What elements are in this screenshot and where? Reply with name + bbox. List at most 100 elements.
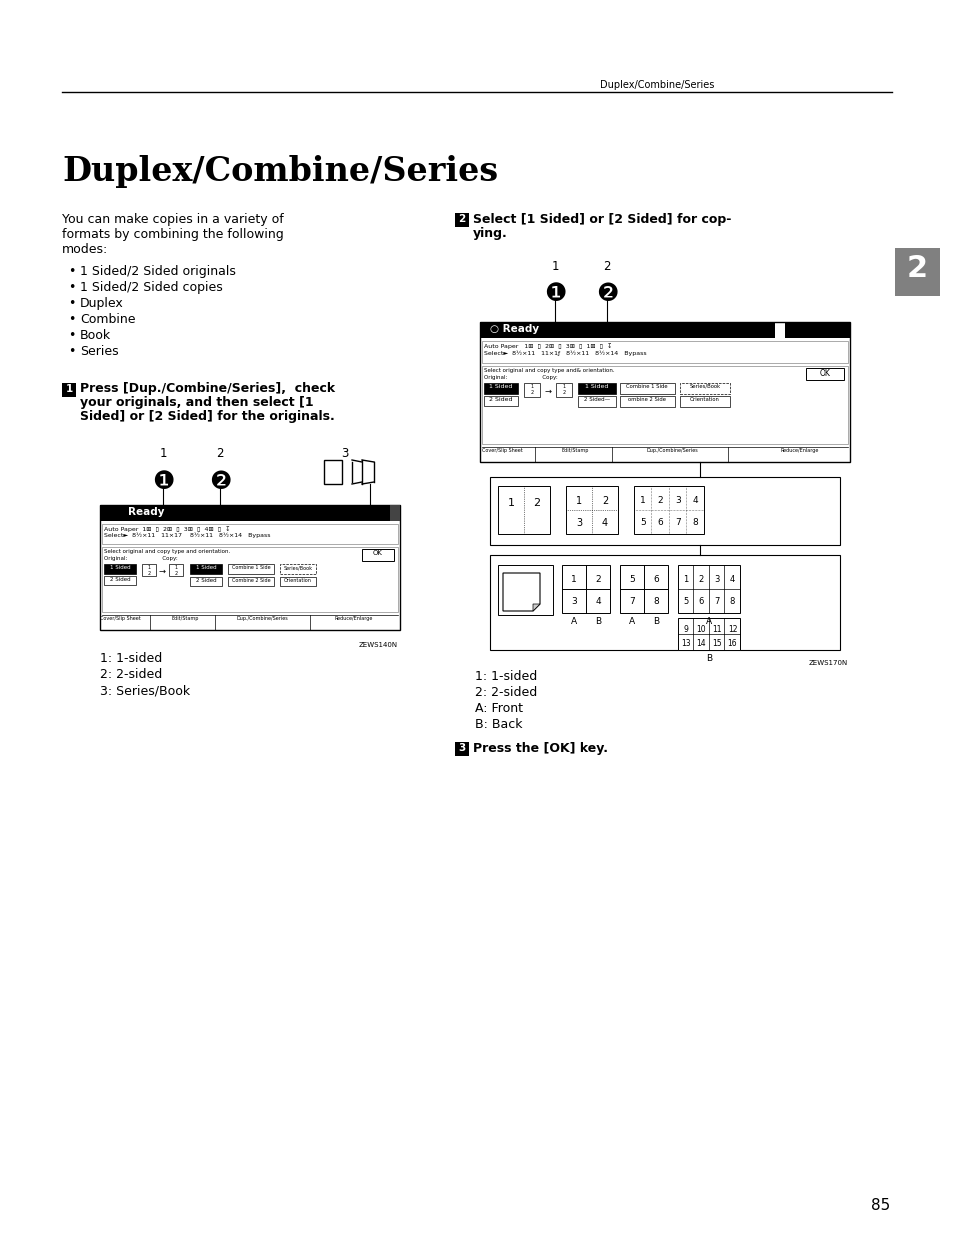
Text: A: A: [628, 618, 635, 626]
Text: Cover/Slip Sheet: Cover/Slip Sheet: [99, 616, 140, 621]
Text: You can make copies in a variety of: You can make copies in a variety of: [62, 212, 283, 226]
FancyBboxPatch shape: [497, 564, 553, 615]
FancyBboxPatch shape: [169, 564, 183, 576]
FancyBboxPatch shape: [679, 396, 729, 408]
Text: Sided] or [2 Sided] for the originals.: Sided] or [2 Sided] for the originals.: [80, 410, 335, 424]
Text: 1: 1-sided: 1: 1-sided: [100, 652, 162, 664]
Text: 1 Sided: 1 Sided: [585, 384, 608, 389]
Text: Select►  8½×11   11×1ƒ   8½×11   8½×14   Bypass: Select► 8½×11 11×1ƒ 8½×11 8½×14 Bypass: [483, 351, 646, 357]
Text: 11: 11: [712, 625, 721, 634]
Text: 4: 4: [729, 576, 735, 584]
Text: 2 Sided: 2 Sided: [195, 578, 216, 583]
Text: 6: 6: [699, 597, 703, 606]
Text: Select original and copy type and orientation.: Select original and copy type and orient…: [104, 550, 230, 555]
Text: 15: 15: [712, 638, 721, 648]
Text: your originals, and then select [1: your originals, and then select [1: [80, 396, 314, 409]
FancyBboxPatch shape: [324, 459, 341, 484]
Text: Select [1 Sided] or [2 Sided] for cop-: Select [1 Sided] or [2 Sided] for cop-: [473, 212, 731, 226]
Text: ❶: ❶: [543, 282, 565, 306]
Text: 2 Sided: 2 Sided: [110, 577, 131, 582]
Text: 1: 1: [571, 576, 577, 584]
FancyBboxPatch shape: [455, 212, 469, 227]
Text: Combine: Combine: [80, 312, 135, 326]
Text: 8: 8: [692, 517, 698, 527]
Text: ❶: ❶: [152, 471, 174, 494]
Text: 1 Sided/2 Sided copies: 1 Sided/2 Sided copies: [80, 282, 222, 294]
Text: 2: 2: [657, 496, 662, 505]
Polygon shape: [533, 604, 539, 611]
Text: B: Back: B: Back: [475, 718, 522, 731]
FancyBboxPatch shape: [578, 396, 616, 408]
Text: Cover/Slip Sheet: Cover/Slip Sheet: [481, 448, 522, 453]
Text: 2: 2: [699, 576, 703, 584]
Text: •: •: [68, 329, 75, 342]
Text: Select original and copy type and& orientation.: Select original and copy type and& orien…: [483, 368, 614, 373]
Text: Press [Dup./Combine/Series],  check: Press [Dup./Combine/Series], check: [80, 382, 335, 395]
Text: 2: 2-sided: 2: 2-sided: [100, 668, 162, 680]
Text: modes:: modes:: [62, 243, 108, 256]
Text: 2: 2: [216, 447, 224, 459]
FancyBboxPatch shape: [280, 577, 315, 585]
FancyBboxPatch shape: [104, 576, 136, 585]
FancyBboxPatch shape: [102, 547, 397, 613]
Text: OK: OK: [373, 550, 382, 556]
Text: →: →: [544, 387, 551, 396]
Text: 1
2: 1 2: [530, 384, 533, 395]
Text: 3: 3: [576, 517, 581, 529]
Text: 3: 3: [714, 576, 719, 584]
Text: 85: 85: [870, 1198, 889, 1213]
FancyBboxPatch shape: [619, 564, 667, 613]
FancyBboxPatch shape: [479, 322, 774, 338]
Text: Select►  8½×11   11×17    8½×11   8½×14   Bypass: Select► 8½×11 11×17 8½×11 8½×14 Bypass: [104, 534, 271, 538]
FancyBboxPatch shape: [390, 505, 399, 521]
Text: 4: 4: [595, 597, 600, 606]
Text: Book: Book: [80, 329, 111, 342]
Text: 2: 2: [601, 496, 607, 506]
Text: 2: 2: [533, 498, 540, 508]
FancyBboxPatch shape: [481, 341, 847, 363]
Text: Duplex/Combine/Series: Duplex/Combine/Series: [62, 156, 497, 188]
Text: 8: 8: [729, 597, 735, 606]
Text: Edit/Stamp: Edit/Stamp: [560, 448, 588, 453]
FancyBboxPatch shape: [678, 564, 740, 613]
FancyBboxPatch shape: [490, 555, 840, 650]
Text: 6: 6: [657, 517, 662, 527]
Text: Press the [OK] key.: Press the [OK] key.: [473, 742, 607, 755]
Text: 7: 7: [675, 517, 680, 527]
FancyBboxPatch shape: [619, 396, 675, 408]
Polygon shape: [502, 573, 539, 611]
Text: 4: 4: [601, 517, 607, 529]
Text: Series: Series: [80, 345, 118, 358]
Text: 1: 1-sided: 1: 1-sided: [475, 671, 537, 683]
Text: OK: OK: [819, 369, 829, 378]
Text: 12: 12: [727, 625, 737, 634]
Text: ying.: ying.: [473, 227, 507, 240]
Text: 2: 2: [602, 261, 610, 273]
FancyBboxPatch shape: [679, 383, 729, 394]
Text: ❷: ❷: [209, 471, 231, 494]
Text: B: B: [705, 655, 711, 663]
Text: 1: 1: [507, 498, 514, 508]
FancyBboxPatch shape: [483, 383, 517, 394]
FancyBboxPatch shape: [490, 477, 840, 545]
Text: 2: 2: [457, 214, 465, 224]
Text: Dup./Combine/Series: Dup./Combine/Series: [645, 448, 698, 453]
FancyBboxPatch shape: [894, 248, 939, 296]
Text: ○ Ready: ○ Ready: [490, 324, 538, 333]
Text: 2 Sided—: 2 Sided—: [583, 396, 609, 403]
Text: Original:                    Copy:: Original: Copy:: [483, 375, 558, 380]
Text: A: A: [705, 618, 711, 626]
Text: ZEWS170N: ZEWS170N: [808, 659, 847, 666]
FancyBboxPatch shape: [556, 383, 572, 396]
Text: A: A: [570, 618, 577, 626]
Text: Combine 2 Side: Combine 2 Side: [232, 578, 270, 583]
Text: 1 Sided: 1 Sided: [489, 384, 512, 389]
Text: 2: 2: [595, 576, 600, 584]
Text: 2: 2: [905, 254, 926, 283]
Text: 3: 3: [675, 496, 680, 505]
Text: 14: 14: [696, 638, 705, 648]
Text: Series/Book: Series/Book: [689, 384, 720, 389]
Text: Orientation: Orientation: [284, 578, 312, 583]
Text: B: B: [595, 618, 600, 626]
Text: 13: 13: [680, 638, 690, 648]
